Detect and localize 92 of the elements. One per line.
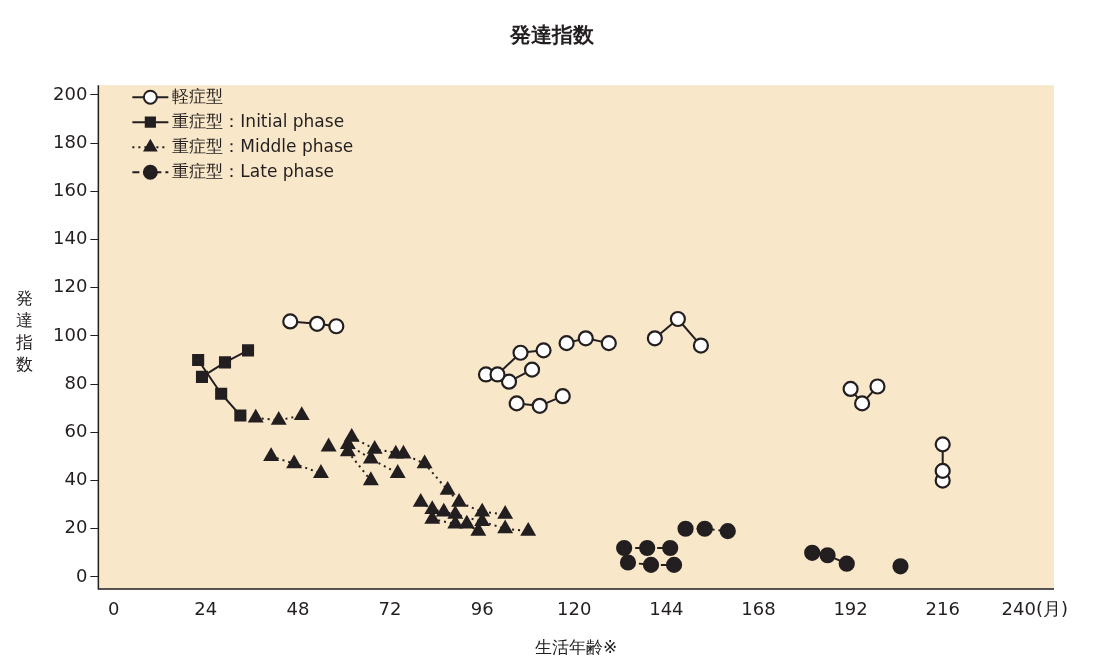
point (662, 539, 679, 557)
point (215, 387, 228, 400)
x-tick-label: 72 (378, 598, 402, 620)
point (639, 539, 656, 557)
point (498, 506, 513, 519)
point (535, 342, 552, 359)
point (719, 523, 736, 540)
point (646, 330, 663, 347)
point (600, 335, 617, 352)
point (498, 520, 513, 534)
point (448, 506, 463, 519)
point (440, 482, 455, 495)
point (192, 353, 205, 367)
x-tick-label: 168 (741, 598, 776, 620)
point (869, 378, 886, 395)
chart-title: 発達指数 (509, 23, 595, 48)
point (413, 494, 428, 507)
point (665, 556, 683, 573)
x-tick-label: 48 (286, 598, 310, 620)
point (500, 373, 518, 390)
point (696, 520, 713, 537)
legend-label: 軽症型 (172, 85, 224, 106)
point (819, 547, 836, 564)
point (459, 515, 474, 529)
point (842, 380, 859, 398)
point (425, 501, 440, 515)
y-tick-label: 160 (53, 178, 88, 200)
point (218, 356, 232, 369)
legend-label: 重症型：Initial phase (172, 110, 345, 131)
y-tick-label: 200 (53, 82, 88, 104)
y-tick-label: 40 (64, 468, 88, 490)
x-tick-label: 240(月) (1001, 598, 1069, 620)
point (417, 455, 432, 469)
x-tick-label: 24 (194, 598, 218, 620)
point (474, 503, 490, 517)
point (669, 310, 686, 328)
point (677, 520, 694, 537)
point (489, 366, 506, 383)
point (451, 494, 467, 507)
point (248, 409, 263, 423)
point (263, 448, 279, 462)
point (271, 412, 286, 425)
legend-label: 重症型：Late phase (172, 160, 335, 181)
point (804, 544, 821, 561)
y-tick-label: 180 (53, 130, 88, 152)
x-tick-label: 216 (925, 598, 960, 620)
point (390, 465, 405, 478)
point (282, 313, 299, 330)
point (328, 318, 345, 335)
y-tick-label: 20 (64, 516, 88, 538)
point (531, 397, 548, 414)
point (313, 465, 329, 478)
point (195, 370, 209, 383)
point (934, 462, 951, 479)
point (616, 539, 633, 557)
point (508, 395, 525, 412)
point (321, 438, 336, 452)
y-tick-label: 60 (64, 419, 88, 441)
x-tick-label: 96 (470, 598, 494, 620)
y-tick-label: 100 (53, 323, 88, 345)
point (241, 344, 255, 357)
point (436, 503, 451, 517)
legend-label: 重症型：Middle phase (172, 135, 354, 156)
point (558, 335, 575, 352)
point (294, 407, 309, 421)
y-axis-title: 発達指数 (14, 287, 33, 374)
point (619, 554, 637, 571)
x-tick-label: 192 (833, 598, 868, 620)
y-tick-label: 120 (53, 275, 88, 297)
point (642, 556, 660, 573)
x-axis-title: 生活年齢※ (535, 637, 618, 658)
point (838, 555, 855, 572)
y-tick-label: 80 (64, 371, 88, 393)
point (854, 395, 871, 412)
point (234, 409, 247, 422)
x-tick-label: 144 (649, 598, 684, 620)
x-tick-label: 120 (557, 598, 592, 620)
point (554, 388, 571, 405)
point (521, 523, 536, 536)
y-tick-label: 140 (53, 227, 88, 249)
point (934, 436, 951, 453)
point (363, 472, 379, 486)
point (286, 455, 302, 469)
point (309, 315, 326, 332)
y-tick-label: 0 (75, 564, 88, 586)
point (388, 445, 403, 459)
point (577, 330, 594, 347)
x-tick-label: 0 (107, 598, 120, 620)
point (692, 337, 710, 354)
point (512, 344, 529, 361)
point (892, 558, 909, 575)
point (523, 361, 541, 378)
